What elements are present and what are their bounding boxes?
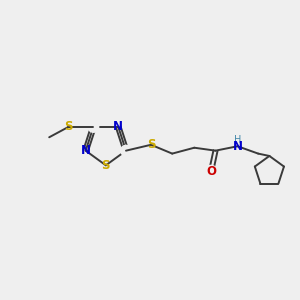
Text: S: S bbox=[102, 159, 110, 172]
Text: S: S bbox=[147, 138, 155, 151]
Text: N: N bbox=[113, 121, 123, 134]
Text: S: S bbox=[64, 121, 73, 134]
Circle shape bbox=[205, 165, 217, 177]
Circle shape bbox=[121, 146, 131, 156]
Circle shape bbox=[88, 122, 99, 132]
Text: O: O bbox=[206, 165, 216, 178]
Text: N: N bbox=[81, 144, 91, 157]
Text: H: H bbox=[234, 135, 241, 145]
Text: N: N bbox=[232, 140, 243, 153]
